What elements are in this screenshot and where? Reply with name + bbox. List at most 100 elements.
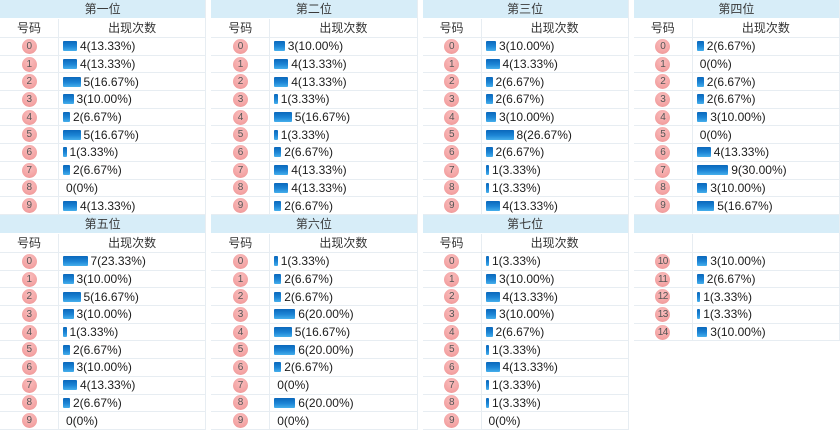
number-cell: 3 — [423, 306, 482, 323]
number-row: 9 4(13.33%) — [422, 197, 628, 215]
count-label: 1(3.33%) — [492, 163, 541, 178]
number-badge: 8 — [444, 180, 459, 196]
count-label: 4(13.33%) — [502, 57, 558, 72]
count-label: 5(16.67%) — [717, 198, 773, 213]
number-badge: 3 — [655, 91, 671, 107]
number-row: 13 1(3.33%) — [633, 306, 839, 324]
frequency-bar — [485, 362, 500, 373]
count-label: 1(3.33%) — [280, 92, 330, 107]
frequency-bar — [63, 327, 67, 338]
number-row: 9 5(16.67%) — [633, 197, 839, 215]
position-table-4: 第四位 号码 出现次数 0 2(6.67%) 1 0(0%) 2 2(6.67%) 3 2(6… — [633, 0, 840, 215]
number-cell: 7 — [0, 376, 59, 394]
count-label: 1(3.33%) — [492, 254, 541, 269]
number-row: 6 2(6.67%) — [422, 144, 628, 162]
number-badge: 11 — [655, 271, 671, 287]
number-row: 0 1(3.33%) — [211, 253, 417, 271]
number-cell: 5 — [634, 126, 693, 144]
number-badge: 6 — [232, 359, 248, 375]
column-headers: 号码 出现次数 — [422, 19, 628, 38]
frequency-bar — [63, 41, 77, 52]
column-headers: 号码 出现次数 — [211, 19, 417, 38]
count-label: 2(6.67%) — [73, 395, 122, 410]
count-label: 2(6.67%) — [706, 39, 756, 54]
number-row: 0 7(23.33%) — [0, 253, 206, 271]
number-cell: 1 — [634, 55, 693, 73]
count-label: 3(10.00%) — [499, 272, 555, 287]
number-cell: 9 — [423, 412, 482, 429]
count-cell: 0(0%) — [482, 412, 628, 429]
number-row: 4 2(6.67%) — [0, 108, 206, 127]
number-cell: 4 — [423, 108, 482, 126]
count-cell: 2(6.67%) — [59, 109, 205, 126]
number-cell: 7 — [211, 376, 271, 394]
number-cell: 1 — [0, 270, 59, 288]
count-label: 2(6.67%) — [284, 289, 333, 304]
number-column-header: 号码 — [0, 234, 59, 252]
frequency-bar — [63, 59, 77, 70]
number-row: 10 3(10.00%) — [633, 253, 839, 271]
count-cell: 5(16.67%) — [693, 197, 839, 214]
count-cell: 3(10.00%) — [482, 109, 628, 126]
rows-container: 0 7(23.33%) 1 3(10.00%) 2 5(16.67%) 3 3(10.00%)… — [0, 253, 206, 430]
count-label: 2(6.67%) — [284, 198, 333, 213]
number-cell: 1 — [211, 270, 271, 288]
count-label: 6(20.00%) — [298, 307, 354, 322]
number-badge: 5 — [21, 127, 37, 143]
count-cell: 1(3.33%) — [482, 162, 628, 179]
frequency-bar — [696, 147, 711, 158]
number-row: 1 3(10.00%) — [0, 270, 206, 289]
number-row: 7 9(30.00%) — [633, 161, 839, 180]
count-cell: 4(13.33%) — [59, 377, 205, 394]
number-badge: 7 — [21, 377, 37, 393]
number-badge: 5 — [232, 342, 248, 358]
number-badge: 13 — [655, 306, 671, 322]
number-cell: 7 — [423, 161, 482, 179]
frequency-bar — [485, 274, 496, 285]
count-label: 4(13.33%) — [80, 57, 136, 72]
count-label: 4(13.33%) — [291, 57, 347, 72]
number-cell: 4 — [211, 323, 271, 341]
number-row: 8 2(6.67%) — [0, 394, 206, 413]
frequency-bar — [696, 41, 704, 52]
number-badge: 9 — [444, 413, 459, 429]
number-row: 7 4(13.33%) — [211, 161, 417, 180]
number-row: 7 0(0%) — [211, 376, 417, 395]
number-cell: 8 — [0, 394, 59, 412]
frequency-bar — [485, 397, 489, 408]
number-row: 6 2(6.67%) — [211, 359, 417, 377]
count-cell: 1(3.33%) — [482, 253, 628, 270]
number-cell: 9 — [423, 197, 482, 214]
frequency-bar — [485, 94, 493, 105]
count-cell: 2(6.67%) — [693, 73, 839, 90]
count-cell: 0(0%) — [693, 126, 839, 143]
frequency-bar — [63, 200, 77, 211]
count-cell: 3(10.00%) — [693, 324, 839, 341]
count-label: 2(6.67%) — [495, 145, 545, 160]
number-row: 6 4(13.33%) — [422, 359, 628, 377]
count-label: 0(0%) — [277, 413, 310, 428]
count-label: 1(3.33%) — [492, 180, 541, 195]
number-badge: 0 — [21, 38, 37, 54]
number-cell: 2 — [0, 73, 59, 91]
number-cell: 8 — [423, 179, 482, 197]
frequency-bar — [485, 182, 489, 193]
frequency-bar — [63, 94, 74, 105]
number-badge: 1 — [21, 271, 37, 287]
number-row: 7 1(3.33%) — [422, 376, 628, 395]
number-row: 8 6(20.00%) — [211, 394, 417, 413]
column-headers: 号码 出现次数 — [633, 19, 839, 38]
frequency-bar — [63, 309, 74, 320]
frequency-bar — [274, 182, 289, 193]
number-cell: 3 — [211, 306, 271, 323]
number-badge: 8 — [444, 395, 459, 411]
number-row: 4 5(16.67%) — [211, 323, 417, 342]
frequency-bar — [696, 165, 729, 176]
count-label: 2(6.67%) — [284, 145, 333, 160]
count-cell: 1(3.33%) — [482, 341, 628, 358]
number-row: 5 2(6.67%) — [0, 341, 206, 360]
number-badge: 8 — [21, 180, 37, 196]
frequency-bar — [274, 129, 278, 140]
frequency-bar — [485, 76, 493, 87]
